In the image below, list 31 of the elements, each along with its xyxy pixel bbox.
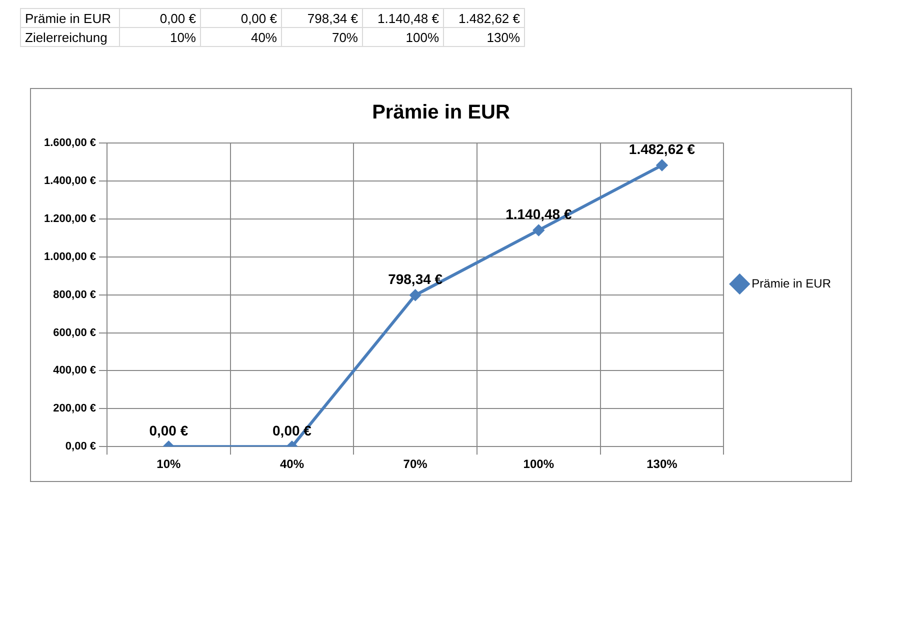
text: Zielerreichung: [20, 28, 120, 46]
y-tick-label: 200,00 €: [53, 402, 96, 415]
text: 1.482,62 €: [458, 10, 520, 26]
x-tick-label: 40%: [280, 457, 304, 472]
x-tick-label: 70%: [403, 457, 428, 472]
text: 1.140,48 €: [378, 10, 439, 26]
legend-label: Prämie in EUR: [752, 276, 832, 290]
text: 0,00 €: [240, 10, 277, 26]
text: Prämie in EUR: [25, 10, 111, 26]
y-tick-label: 800,00 €: [53, 288, 96, 301]
y-tick-label: 400,00 €: [53, 364, 96, 377]
y-tick-label: 1.000,00 €: [44, 250, 96, 263]
y-tick-label: 1.400,00 €: [44, 174, 96, 187]
category-label: 100%: [406, 30, 439, 44]
text: 0,00 €: [160, 10, 196, 26]
category-label: 10%: [170, 30, 196, 44]
chart-title: Prämie in EUR: [372, 102, 510, 124]
data-label: 1.482,62 €: [628, 141, 696, 158]
y-tick-label: 1.200,00 €: [44, 212, 96, 225]
x-tick-label: 130%: [646, 457, 678, 472]
x-tick-label: 100%: [523, 457, 554, 472]
text: 798,34 €: [307, 10, 358, 26]
category-label: 130%: [486, 30, 520, 44]
category-label: 70%: [332, 30, 358, 44]
category-label: 40%: [250, 30, 277, 44]
x-tick-label: 10%: [156, 457, 181, 472]
data-label: 0,00 €: [149, 422, 188, 438]
y-tick-label: 1.600,00 €: [44, 137, 96, 150]
y-tick-label: 0,00 €: [65, 440, 96, 453]
y-tick-label: 600,00 €: [53, 326, 96, 339]
data-label: 1.140,48 €: [506, 206, 572, 222]
